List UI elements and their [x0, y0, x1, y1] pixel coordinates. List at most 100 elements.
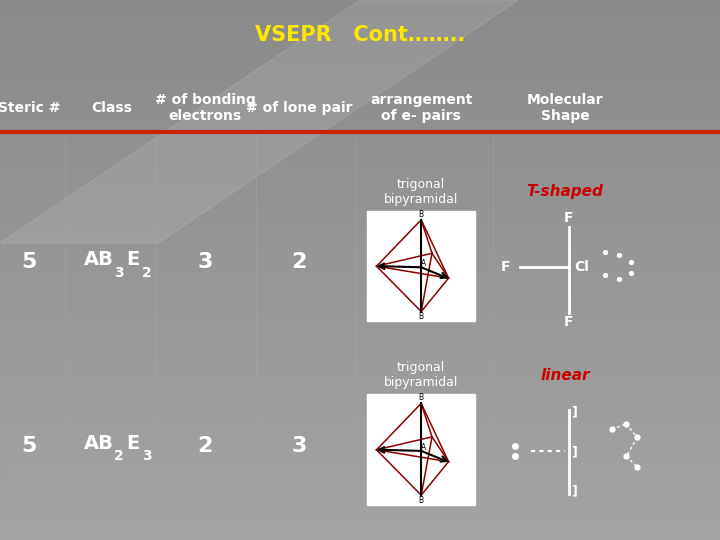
Bar — [0, 410, 720, 414]
Bar — [0, 309, 720, 313]
Bar — [0, 400, 720, 403]
Bar — [0, 11, 720, 15]
Bar — [0, 86, 720, 90]
Bar — [0, 436, 720, 439]
Bar — [0, 529, 720, 533]
Bar — [0, 32, 720, 36]
Bar — [0, 454, 720, 457]
Bar — [0, 522, 720, 525]
Text: 3: 3 — [197, 252, 213, 272]
Bar — [0, 184, 720, 187]
Bar — [0, 166, 720, 169]
Bar — [0, 378, 720, 382]
Bar — [0, 177, 720, 180]
Bar — [0, 180, 720, 184]
Bar — [0, 447, 720, 450]
Bar — [0, 360, 720, 363]
Text: 3: 3 — [291, 435, 307, 456]
Bar — [0, 363, 720, 367]
Bar — [0, 22, 720, 25]
Bar — [0, 493, 720, 497]
Bar — [0, 248, 720, 252]
Bar — [0, 353, 720, 356]
Bar — [0, 515, 720, 518]
Bar — [0, 339, 720, 342]
Bar — [0, 212, 720, 216]
Bar — [0, 367, 720, 371]
Bar — [0, 525, 720, 529]
Text: arrangement
of e- pairs: arrangement of e- pairs — [370, 93, 472, 123]
Bar — [0, 324, 720, 328]
Bar — [0, 58, 720, 61]
Bar — [0, 133, 720, 137]
Text: AB: AB — [84, 434, 114, 453]
Bar — [0, 29, 720, 32]
Polygon shape — [0, 0, 518, 243]
Bar — [0, 155, 720, 158]
Bar — [0, 43, 720, 47]
Bar — [0, 76, 720, 79]
Bar — [0, 234, 720, 238]
Text: 2: 2 — [291, 252, 307, 272]
Text: F: F — [564, 211, 574, 225]
Bar — [0, 439, 720, 443]
Text: T-shaped: T-shaped — [527, 184, 603, 199]
Bar — [0, 123, 720, 126]
Text: B: B — [418, 210, 424, 219]
Text: 2: 2 — [197, 435, 213, 456]
Bar — [0, 147, 720, 151]
Bar — [0, 292, 720, 295]
Text: # of bonding
electrons: # of bonding electrons — [155, 93, 256, 123]
Text: trigonal
bipyramidal: trigonal bipyramidal — [384, 361, 459, 389]
Bar — [0, 7, 720, 11]
Bar — [0, 457, 720, 461]
Bar — [0, 468, 720, 471]
Bar — [0, 259, 720, 263]
Bar — [0, 396, 720, 400]
Text: Class: Class — [91, 101, 132, 115]
Bar — [0, 374, 720, 378]
Text: Cl: Cl — [575, 260, 590, 274]
Bar — [0, 72, 720, 76]
Bar — [0, 428, 720, 432]
Bar — [0, 270, 720, 274]
Bar — [0, 245, 720, 248]
Text: 5: 5 — [21, 252, 37, 272]
Bar — [0, 54, 720, 58]
Bar — [0, 349, 720, 353]
Bar — [0, 108, 720, 112]
Bar — [0, 162, 720, 166]
Bar — [0, 79, 720, 83]
Text: # of lone pair: # of lone pair — [246, 101, 352, 115]
Bar — [0, 97, 720, 101]
Bar — [0, 317, 720, 320]
Bar — [0, 61, 720, 65]
Bar — [0, 119, 720, 123]
Bar — [0, 227, 720, 231]
Bar — [0, 385, 720, 389]
Bar — [0, 47, 720, 50]
Bar — [0, 393, 720, 396]
Text: ]: ] — [571, 446, 577, 458]
Bar — [0, 252, 720, 255]
Bar — [0, 475, 720, 479]
Bar — [0, 140, 720, 144]
Bar — [0, 104, 720, 108]
Bar — [0, 501, 720, 504]
Bar — [0, 50, 720, 54]
Text: E: E — [126, 434, 139, 453]
Bar — [0, 536, 720, 540]
Text: E: E — [126, 250, 139, 269]
Bar — [0, 504, 720, 508]
Text: Molecular
Shape: Molecular Shape — [527, 93, 603, 123]
Text: B: B — [418, 394, 424, 402]
Bar — [0, 115, 720, 119]
Text: VSEPR   Cont……..: VSEPR Cont…….. — [255, 25, 465, 45]
Bar — [0, 518, 720, 522]
Bar — [0, 274, 720, 277]
Bar — [0, 414, 720, 417]
Bar — [0, 144, 720, 147]
Bar — [0, 382, 720, 385]
Text: 2: 2 — [142, 266, 152, 280]
Bar — [0, 266, 720, 270]
